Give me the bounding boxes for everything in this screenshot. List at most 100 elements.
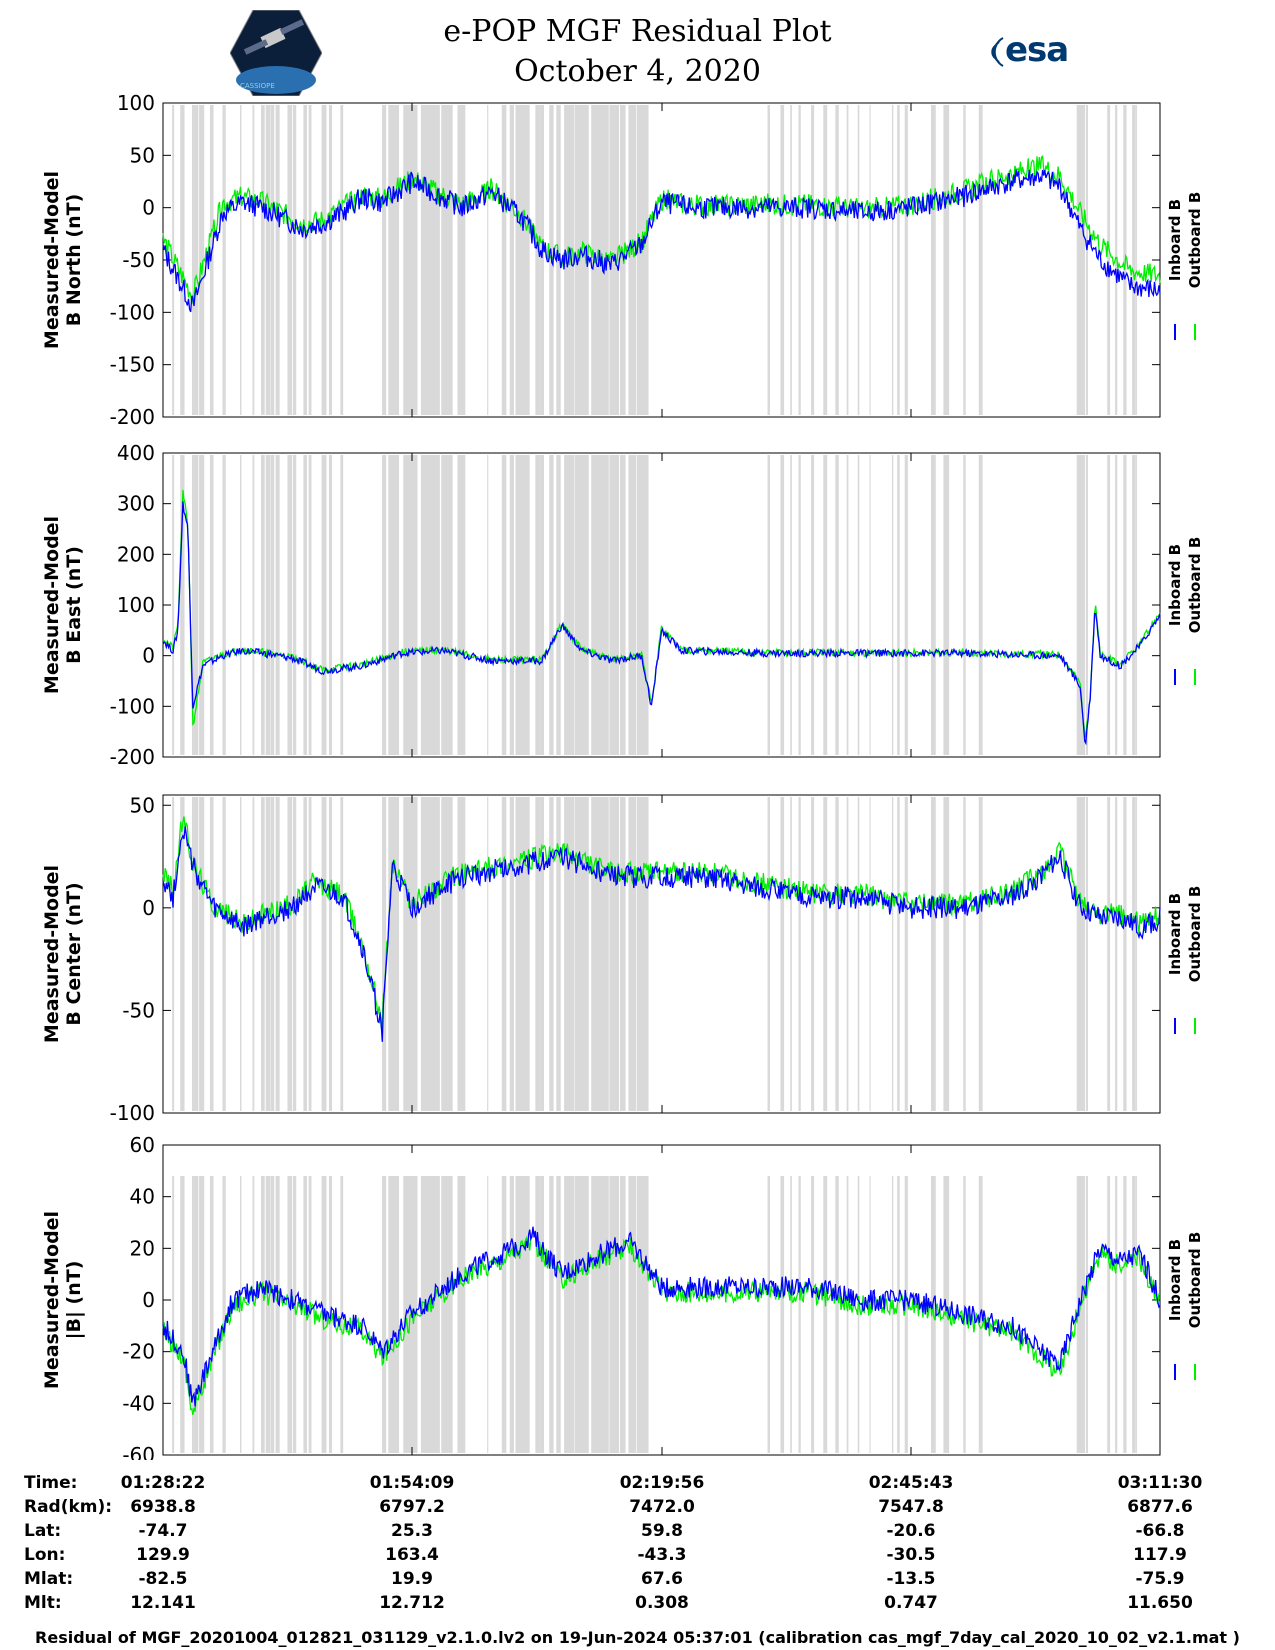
data-gap-shading (172, 455, 1138, 755)
orbit-value: 01:54:09 (369, 1473, 455, 1493)
y-tick-label: 100 (117, 91, 155, 115)
y-tick-label: 100 (117, 593, 155, 617)
y-tick-label: 50 (130, 143, 155, 167)
y-axis-label: B Center (nT) (63, 882, 85, 1025)
orbit-value: -13.5 (886, 1569, 936, 1589)
y-tick-label: 0 (142, 196, 155, 220)
orbit-value: 19.9 (391, 1569, 433, 1589)
orbit-row-label: Time: (24, 1473, 78, 1493)
orbit-value: 01:28:22 (120, 1473, 206, 1493)
series-inboard-line (162, 501, 1161, 746)
y-tick-label: -50 (122, 248, 155, 272)
y-axis-label: |B| (nT) (63, 1261, 85, 1340)
y-tick-label: 0 (142, 1288, 155, 1312)
y-tick-label: 200 (117, 542, 155, 566)
y-tick-label: -200 (110, 745, 155, 769)
orbit-value: 6938.8 (130, 1497, 196, 1517)
series-outboard-line (162, 816, 1161, 1028)
axes-frame (162, 452, 1161, 758)
legend: Inboard B Outboard B (1166, 886, 1204, 1034)
y-tick-label: -50 (122, 998, 155, 1022)
orbit-value: 163.4 (385, 1545, 439, 1565)
y-tick-label: 60 (130, 1133, 155, 1157)
legend-label: Inboard B (1166, 893, 1184, 975)
y-tick-label: 300 (117, 492, 155, 516)
panel-1: 100 50 0 -50 -100 -150 -200 Measured-Model B Nor… (41, 91, 1204, 429)
plot-date: October 4, 2020 (514, 54, 761, 89)
y-tick-label: -100 (110, 694, 155, 718)
series-outboard-line (162, 1230, 1161, 1416)
y-tick-label: -40 (122, 1391, 155, 1415)
axes-frame (162, 102, 1161, 418)
esa-logo-mark (991, 37, 1004, 67)
legend-label: Outboard B (1186, 537, 1204, 634)
series-outboard-line (162, 155, 1161, 304)
y-tick-label: -200 (110, 405, 155, 429)
y-tick-label: 0 (142, 644, 155, 668)
y-tick-label: 400 (117, 441, 155, 465)
orbit-value: 11.650 (1127, 1593, 1193, 1613)
orbit-value: 12.141 (130, 1593, 196, 1613)
orbit-value: -74.7 (138, 1521, 188, 1541)
orbit-value: 0.747 (884, 1593, 938, 1613)
orbit-value: 02:19:56 (619, 1473, 705, 1493)
y-axis-label: Measured-Model (41, 1211, 63, 1389)
orbit-value: 67.6 (641, 1569, 683, 1589)
orbit-value: 12.712 (379, 1593, 445, 1613)
y-tick-label: -150 (110, 353, 155, 377)
orbit-value: 03:11:30 (1117, 1473, 1203, 1493)
orbit-value: 7472.0 (629, 1497, 695, 1517)
y-tick-label: 40 (130, 1185, 155, 1209)
orbit-value: 129.9 (136, 1545, 190, 1565)
panel-3: 50 0 -50 -100 Measured-Model B Center (nT) Inb… (41, 793, 1204, 1125)
legend-label: Outboard B (1186, 886, 1204, 983)
y-tick-label: 0 (142, 896, 155, 920)
y-axis-label: B North (nT) (63, 194, 85, 327)
legend: Inboard B Outboard B (1166, 192, 1204, 340)
data-gap-shading (172, 105, 1138, 415)
series-inboard-line (162, 826, 1161, 1042)
orbit-value: -82.5 (138, 1569, 188, 1589)
y-axis-label: Measured-Model (41, 171, 63, 349)
legend-label: Inboard B (1166, 199, 1184, 281)
orbit-row-label: Lat: (24, 1521, 62, 1541)
orbit-value: 59.8 (641, 1521, 683, 1541)
data-gap-shading (172, 797, 1138, 1111)
panel-2: 400 300 200 100 0 -100 -200 Measured-Model B Eas… (41, 441, 1204, 769)
panel-4: 60 40 20 0 -20 -40 -60 Measured-Model |B| (nT) In… (41, 1133, 1204, 1460)
axes-frame (162, 794, 1161, 1114)
legend-label: Outboard B (1186, 1232, 1204, 1329)
orbit-value: -66.8 (1135, 1521, 1185, 1541)
series-inboard-line (162, 169, 1161, 313)
legend: Inboard B Outboard B (1166, 1232, 1204, 1380)
y-tick-label: -100 (110, 300, 155, 324)
series-outboard-line (162, 489, 1161, 738)
plot-title: e-POP MGF Residual Plot (443, 14, 832, 49)
y-axis-label: Measured-Model (41, 516, 63, 694)
series-inboard-line (162, 1226, 1161, 1407)
esa-logo-text: esa (1005, 30, 1069, 70)
orbit-value: 6877.6 (1127, 1497, 1193, 1517)
cassiope-logo (230, 10, 322, 96)
orbit-row-label: Mlt: (24, 1593, 62, 1613)
y-tick-label: 20 (130, 1236, 155, 1260)
orbit-row-label: Rad(km): (24, 1497, 113, 1517)
y-tick-label: -20 (122, 1340, 155, 1364)
orbit-value: -75.9 (1135, 1569, 1185, 1589)
orbit-value: 02:45:43 (868, 1473, 954, 1493)
legend-label: Outboard B (1186, 192, 1204, 289)
orbit-value: -43.3 (637, 1545, 687, 1565)
axes-frame (162, 1144, 1161, 1456)
orbit-value: -20.6 (886, 1521, 936, 1541)
y-axis-label: Measured-Model (41, 865, 63, 1043)
legend-label: Inboard B (1166, 1239, 1184, 1321)
y-tick-label: -60 (122, 1443, 155, 1460)
footer-caption: Residual of MGF_20201004_012821_031129_v… (35, 1628, 1240, 1647)
legend-label: Inboard B (1166, 544, 1184, 626)
orbit-value: 25.3 (391, 1521, 433, 1541)
orbit-value: 0.308 (635, 1593, 689, 1613)
cassiope-logo-label: CASSIOPE (240, 82, 275, 90)
orbit-value: 117.9 (1133, 1545, 1187, 1565)
y-tick-label: 50 (130, 793, 155, 817)
orbit-row-label: Lon: (24, 1545, 66, 1565)
